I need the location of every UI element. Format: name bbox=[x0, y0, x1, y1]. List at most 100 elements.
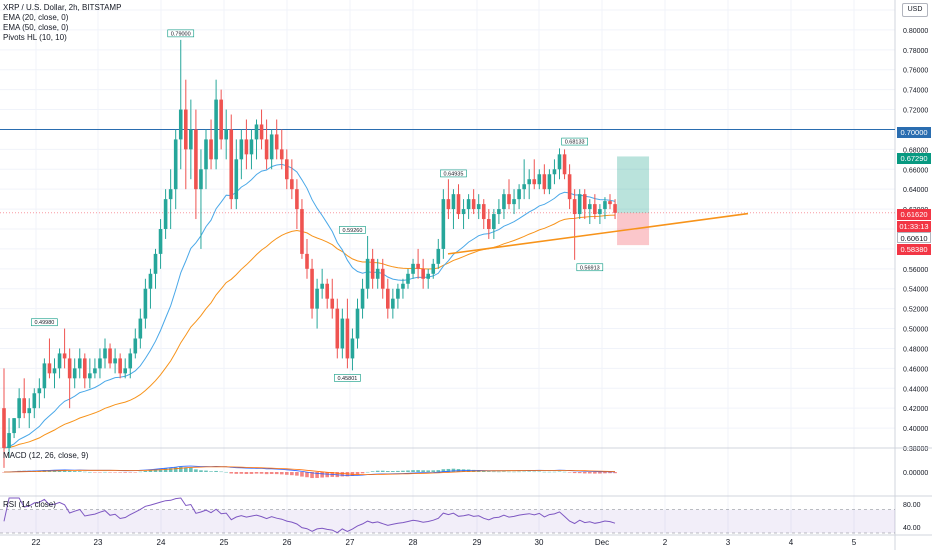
candle-body bbox=[214, 99, 218, 160]
macd-histogram-bar bbox=[365, 471, 370, 473]
candle-body bbox=[497, 209, 501, 215]
candle-body bbox=[522, 184, 526, 190]
macd-histogram-bar bbox=[173, 467, 178, 472]
candle-body bbox=[279, 149, 284, 160]
macd-histogram-bar bbox=[350, 472, 355, 476]
candle-body bbox=[391, 298, 395, 309]
candle-body bbox=[396, 288, 400, 299]
candle-body bbox=[562, 154, 567, 175]
last-price-tag: 0.61620 bbox=[897, 209, 931, 220]
candle-body bbox=[386, 288, 390, 309]
macd-histogram-bar bbox=[355, 472, 360, 475]
candle-body bbox=[259, 124, 264, 140]
candle-body bbox=[234, 159, 239, 200]
price-tick-label: 0.50000 bbox=[903, 327, 928, 334]
macd-histogram-bar bbox=[67, 470, 72, 472]
candle-body bbox=[577, 194, 582, 215]
rsi-label: RSI (14, close) bbox=[3, 500, 56, 509]
candle-body bbox=[88, 373, 92, 379]
macd-histogram-bar bbox=[577, 472, 582, 474]
macd-histogram-bar bbox=[163, 468, 168, 472]
candle-body bbox=[47, 363, 52, 374]
currency-badge[interactable]: USD bbox=[902, 3, 928, 17]
macd-histogram-bar bbox=[431, 470, 436, 472]
candle-body bbox=[502, 194, 506, 210]
candle-body bbox=[153, 253, 158, 274]
macd-histogram-bar bbox=[522, 471, 526, 473]
macd-histogram-bar bbox=[552, 471, 557, 473]
candle-body bbox=[143, 288, 148, 319]
price-tick-label: 0.64000 bbox=[903, 187, 928, 194]
macd-histogram-bar bbox=[512, 471, 516, 473]
candle-body bbox=[355, 308, 360, 339]
macd-signal-line bbox=[4, 466, 616, 475]
candle-body bbox=[360, 288, 365, 309]
macd-histogram-bar bbox=[62, 470, 67, 472]
macd-histogram-bar bbox=[138, 471, 143, 473]
candle-body bbox=[158, 229, 163, 254]
candle-body bbox=[108, 348, 112, 364]
macd-histogram-bar bbox=[269, 472, 274, 474]
candle-body bbox=[173, 139, 178, 190]
price-tick-label: 0.46000 bbox=[903, 366, 928, 373]
candle-body bbox=[77, 358, 82, 369]
candle-body bbox=[456, 194, 461, 215]
macd-histogram-bar bbox=[588, 472, 592, 474]
candle-body bbox=[598, 209, 602, 215]
price-tick-label: 0.48000 bbox=[903, 346, 928, 353]
macd-histogram-bar bbox=[502, 471, 506, 473]
candle-body bbox=[128, 353, 133, 369]
macd-histogram-bar bbox=[446, 468, 451, 472]
price-tick-label: 0.68000 bbox=[903, 147, 928, 154]
macd-histogram-bar bbox=[199, 470, 203, 472]
pivot-label-text: 0.59260 bbox=[343, 228, 363, 234]
pivot-label-text: 0.68133 bbox=[565, 140, 585, 146]
candle-body bbox=[436, 248, 441, 264]
macd-histogram-bar bbox=[386, 471, 390, 472]
macd-histogram-bar bbox=[189, 467, 193, 472]
candle-body bbox=[461, 209, 466, 215]
macd-histogram-bar bbox=[391, 471, 395, 472]
candle-body bbox=[274, 134, 279, 150]
pivot-label-box bbox=[561, 137, 588, 146]
pivot-label-text: 0.56913 bbox=[580, 265, 600, 271]
macd-histogram-bar bbox=[451, 468, 456, 472]
macd-histogram-bar bbox=[285, 472, 289, 475]
macd-histogram-bar bbox=[310, 472, 314, 479]
pivot-label-text: 0.45801 bbox=[337, 376, 357, 382]
candle-body bbox=[178, 109, 183, 140]
candle-body bbox=[244, 139, 249, 155]
time-tick-label: 28 bbox=[409, 538, 418, 547]
price-tick-label: 0.38000 bbox=[903, 446, 928, 453]
candle-body bbox=[249, 139, 254, 155]
candle-body bbox=[451, 194, 456, 210]
macd-histogram-bar bbox=[426, 470, 430, 472]
time-tick-label: 24 bbox=[157, 538, 166, 547]
macd-histogram-bar bbox=[274, 472, 279, 475]
candle-body bbox=[365, 258, 370, 289]
candle-body bbox=[148, 273, 153, 289]
macd-histogram-bar bbox=[537, 471, 542, 473]
pivot-label-box bbox=[334, 374, 361, 382]
time-tick-label: 23 bbox=[94, 538, 103, 547]
macd-axis-label: 0.00000 bbox=[903, 470, 928, 477]
macd-histogram-bar bbox=[88, 471, 92, 473]
macd-histogram-bar bbox=[234, 472, 239, 474]
candle-body bbox=[557, 154, 562, 170]
long-position-target-zone bbox=[617, 156, 650, 213]
candle-body bbox=[582, 194, 587, 210]
pivot-label-box bbox=[31, 318, 58, 327]
macd-histogram-bar bbox=[582, 472, 587, 474]
candle-body bbox=[537, 174, 542, 185]
candle-body bbox=[401, 283, 405, 289]
macd-histogram-bar bbox=[562, 471, 567, 473]
macd-histogram-bar bbox=[264, 472, 269, 475]
macd-histogram-bar bbox=[325, 472, 329, 478]
candle-body bbox=[325, 283, 329, 299]
candle-body bbox=[98, 358, 102, 369]
macd-histogram-bar bbox=[416, 470, 420, 472]
macd-histogram-bar bbox=[143, 470, 148, 472]
candle-body bbox=[315, 288, 319, 309]
